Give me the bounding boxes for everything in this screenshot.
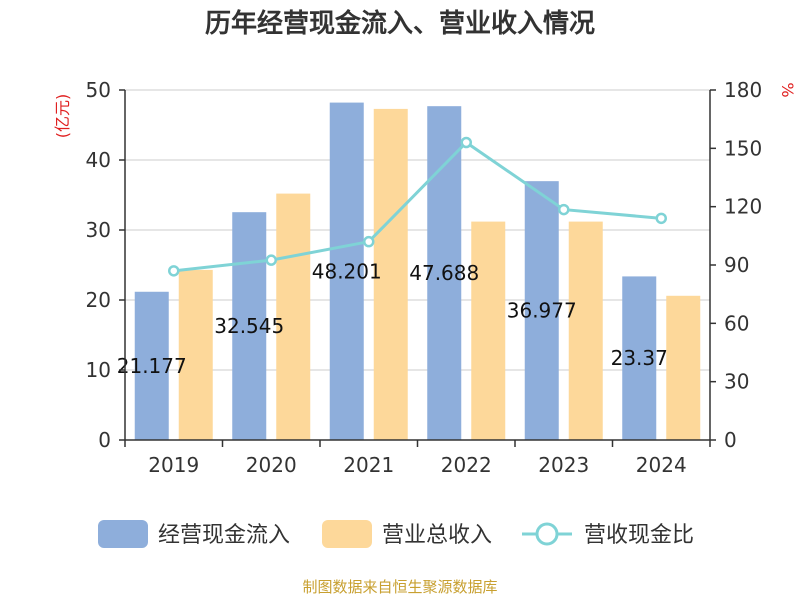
ratio-line-path	[173, 140, 662, 273]
data-label: 47.688	[409, 261, 479, 285]
left-tick-label: 10	[86, 358, 111, 382]
bar-cash-inflow	[329, 102, 364, 440]
axes: 0 10 20 30 40 50 0 30 60 90 120 150 180 2019 2020 2021 2…	[86, 78, 763, 477]
data-label: 32.545	[214, 314, 284, 338]
ratio-point	[460, 136, 472, 149]
bar-cash-inflow	[232, 212, 267, 440]
gridlines	[125, 89, 710, 371]
bars	[134, 102, 701, 441]
chart-title: 历年经营现金流入、营业收入情况	[205, 8, 595, 39]
bar-cash-inflow	[622, 276, 657, 440]
bar-revenue	[666, 295, 701, 440]
right-tick-label: 0	[724, 428, 737, 452]
left-tick-label: 20	[86, 288, 111, 312]
data-labels: 21.177 32.545 48.201 47.688 36.977 23.37	[117, 259, 668, 378]
left-axis-unit: (亿元)	[53, 94, 72, 139]
ratio-point	[558, 203, 570, 216]
ratio-point	[363, 235, 375, 248]
legend-marker	[535, 522, 559, 546]
bar-revenue	[568, 221, 603, 440]
data-label: 36.977	[507, 299, 577, 323]
x-tick-label: 2023	[538, 453, 589, 477]
bar-revenue	[373, 108, 408, 441]
right-tick-label: 90	[724, 253, 749, 277]
right-tick-label: 30	[724, 370, 749, 394]
x-tick-label: 2019	[148, 453, 199, 477]
left-tick-label: 0	[98, 428, 111, 452]
ratio-line	[168, 136, 667, 277]
legend-label: 营业总收入	[382, 523, 492, 548]
right-tick-label: 180	[724, 78, 762, 102]
legend-label: 营收现金比	[584, 523, 694, 548]
data-label: 21.177	[117, 354, 187, 378]
x-tick-label: 2024	[636, 453, 687, 477]
legend-swatch	[322, 520, 372, 548]
left-tick-label: 40	[86, 148, 111, 172]
bar-revenue	[471, 221, 506, 440]
ratio-point	[655, 212, 667, 225]
ratio-point	[265, 254, 277, 266]
x-tick-label: 2020	[246, 453, 297, 477]
source-note: 制图数据来自恒生聚源数据库	[302, 578, 497, 596]
legend: 经营现金流入 营业总收入 营收现金比	[98, 520, 694, 548]
right-tick-label: 150	[724, 136, 762, 160]
bar-revenue	[276, 193, 311, 440]
bar-cash-inflow	[427, 106, 462, 441]
right-tick-label: 120	[724, 195, 762, 219]
legend-swatch	[98, 520, 148, 548]
right-axis-unit: %	[778, 82, 797, 97]
left-tick-label: 50	[86, 78, 111, 102]
bar-cash-inflow	[134, 291, 169, 440]
bar-revenue	[178, 269, 213, 440]
x-tick-label: 2021	[343, 453, 394, 477]
bar-cash-inflow	[524, 181, 559, 440]
ratio-point	[168, 265, 180, 277]
right-tick-label: 60	[724, 311, 749, 335]
left-tick-label: 30	[86, 218, 111, 242]
data-label: 48.201	[312, 259, 382, 283]
x-tick-label: 2022	[441, 453, 492, 477]
legend-label: 经营现金流入	[158, 523, 290, 548]
data-label: 23.37	[611, 346, 668, 370]
